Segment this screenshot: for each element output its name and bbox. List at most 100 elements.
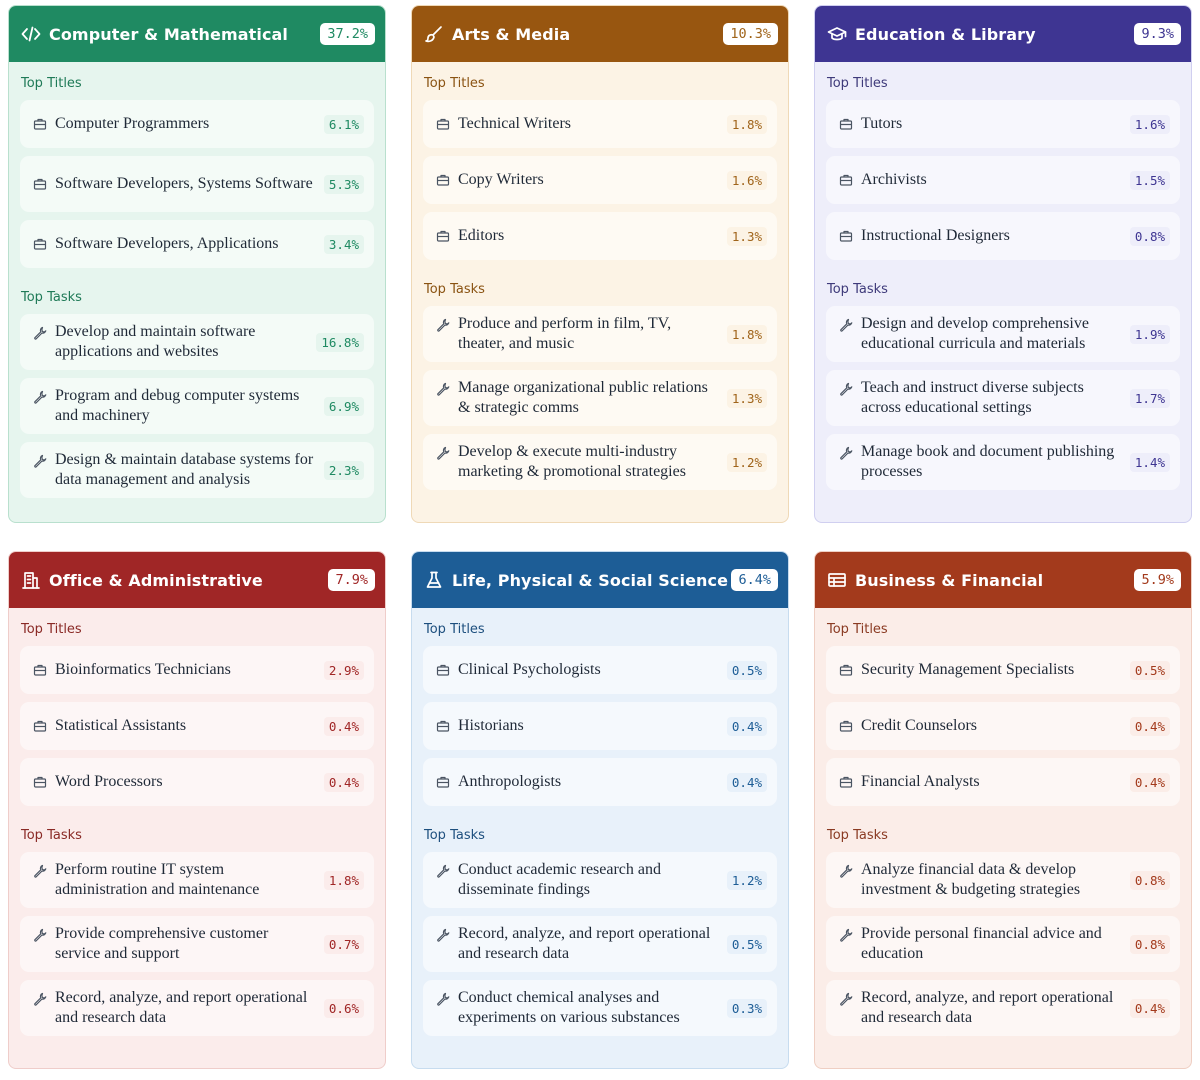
- category-card-business-financial: Business & Financial 5.9% Top Titles Securi…: [814, 551, 1192, 1069]
- code-icon: [21, 24, 41, 44]
- wrench-icon: [436, 864, 450, 878]
- top-tasks-label: Top Tasks: [21, 290, 82, 305]
- brush-icon: [424, 24, 444, 44]
- top-titles-label: Top Titles: [21, 76, 82, 91]
- title-name: Computer Programmers: [55, 115, 210, 132]
- task-percent: 2.3%: [323, 460, 364, 480]
- top-tasks-label: Top Tasks: [21, 828, 82, 843]
- wrench-icon: [33, 864, 47, 878]
- card-header: Business & Financial 5.9%: [815, 552, 1191, 608]
- title-name: Financial Analysts: [861, 773, 980, 790]
- category-card-office-administrative: Office & Administrative 7.9% Top Titles Bio…: [8, 551, 386, 1069]
- task-name: Perform routine IT system administration…: [55, 861, 260, 898]
- title-percent: 0.4%: [726, 716, 767, 736]
- briefcase-icon: [33, 775, 47, 789]
- task-percent: 1.8%: [323, 870, 364, 890]
- briefcase-icon: [839, 117, 853, 131]
- briefcase-icon: [839, 663, 853, 677]
- task-name: Design and develop comprehensive educati…: [861, 315, 1089, 352]
- title-item: Bioinformatics Technicians 2.9%: [20, 646, 374, 694]
- task-item: Design and develop comprehensive educati…: [826, 306, 1180, 362]
- task-percent: 0.4%: [1129, 998, 1170, 1018]
- category-card-arts-media: Arts & Media 10.3% Top Titles Technical Wri…: [411, 5, 789, 523]
- task-name: Teach and instruct diverse subjects acro…: [861, 379, 1084, 416]
- briefcase-icon: [839, 173, 853, 187]
- card-header: Life, Physical & Social Science 6.4%: [412, 552, 788, 608]
- card-title: Computer & Mathematical: [49, 24, 289, 44]
- title-name: Software Developers, Systems Software: [55, 175, 313, 192]
- briefcase-icon: [436, 229, 450, 243]
- task-name: Program and debug computer systems and m…: [55, 387, 300, 424]
- task-name: Provide personal financial advice and ed…: [861, 925, 1102, 962]
- building-icon: [21, 570, 41, 590]
- title-item: Clinical Psychologists 0.5%: [423, 646, 777, 694]
- title-item: Historians 0.4%: [423, 702, 777, 750]
- task-name: Manage organizational public relations &…: [458, 379, 708, 416]
- flask-icon: [424, 570, 444, 590]
- top-titles-label: Top Titles: [424, 622, 485, 637]
- title-item: Financial Analysts 0.4%: [826, 758, 1180, 806]
- wrench-icon: [436, 446, 450, 460]
- task-name: Conduct chemical analyses and experiment…: [458, 989, 680, 1026]
- task-percent: 1.2%: [726, 452, 767, 472]
- title-name: Tutors: [861, 115, 903, 132]
- task-percent: 6.9%: [323, 396, 364, 416]
- title-name: Word Processors: [55, 773, 163, 790]
- task-item: Teach and instruct diverse subjects acro…: [826, 370, 1180, 426]
- card-header: Computer & Mathematical 37.2%: [9, 6, 385, 62]
- title-percent: 1.6%: [726, 170, 767, 190]
- task-percent: 16.8%: [316, 332, 364, 352]
- task-percent: 0.8%: [1129, 870, 1170, 890]
- title-item: Credit Counselors 0.4%: [826, 702, 1180, 750]
- task-item: Develop and maintain software applicatio…: [20, 314, 374, 370]
- title-percent: 3.4%: [323, 234, 364, 254]
- card-header: Office & Administrative 7.9%: [9, 552, 385, 608]
- title-percent: 1.8%: [726, 114, 767, 134]
- wrench-icon: [839, 992, 853, 1006]
- task-name: Record, analyze, and report operational …: [458, 925, 711, 962]
- task-percent: 1.7%: [1129, 388, 1170, 408]
- title-name: Anthropologists: [458, 773, 562, 790]
- task-item: Conduct academic research and disseminat…: [423, 852, 777, 908]
- wrench-icon: [33, 326, 47, 340]
- title-item: Instructional Designers 0.8%: [826, 212, 1180, 260]
- wrench-icon: [839, 318, 853, 332]
- category-card-computer-mathematical: Computer & Mathematical 37.2% Top Titles Co…: [8, 5, 386, 523]
- share-badge: 5.9%: [1134, 569, 1181, 591]
- share-badge: 6.4%: [731, 569, 778, 591]
- task-item: Provide personal financial advice and ed…: [826, 916, 1180, 972]
- wrench-icon: [436, 992, 450, 1006]
- task-item: Manage organizational public relations &…: [423, 370, 777, 426]
- task-name: Design & maintain database systems for d…: [55, 451, 314, 488]
- title-percent: 1.5%: [1129, 170, 1170, 190]
- task-percent: 0.3%: [726, 998, 767, 1018]
- title-name: Copy Writers: [458, 171, 544, 188]
- title-item: Software Developers, Systems Software 5.3…: [20, 156, 374, 212]
- title-percent: 0.4%: [1129, 716, 1170, 736]
- task-name: Produce and perform in film, TV, theater…: [458, 315, 672, 352]
- top-titles-label: Top Titles: [827, 622, 888, 637]
- wrench-icon: [436, 382, 450, 396]
- task-name: Develop & execute multi-industry marketi…: [458, 443, 686, 480]
- task-name: Provide comprehensive customer service a…: [55, 925, 269, 962]
- task-item: Conduct chemical analyses and experiment…: [423, 980, 777, 1036]
- briefcase-icon: [33, 117, 47, 131]
- task-percent: 1.4%: [1129, 452, 1170, 472]
- briefcase-icon: [436, 173, 450, 187]
- top-tasks-label: Top Tasks: [424, 282, 485, 297]
- title-percent: 0.8%: [1129, 226, 1170, 246]
- top-tasks-label: Top Tasks: [424, 828, 485, 843]
- task-name: Manage book and document publishing proc…: [861, 443, 1115, 480]
- share-badge: 37.2%: [320, 23, 375, 45]
- title-name: Technical Writers: [458, 115, 571, 132]
- wrench-icon: [33, 390, 47, 404]
- task-item: Program and debug computer systems and m…: [20, 378, 374, 434]
- title-name: Software Developers, Applications: [55, 235, 279, 252]
- wrench-icon: [839, 446, 853, 460]
- briefcase-icon: [436, 663, 450, 677]
- title-item: Software Developers, Applications 3.4%: [20, 220, 374, 268]
- briefcase-icon: [33, 177, 47, 191]
- title-name: Statistical Assistants: [55, 717, 187, 734]
- task-percent: 1.3%: [726, 388, 767, 408]
- title-name: Credit Counselors: [861, 717, 977, 734]
